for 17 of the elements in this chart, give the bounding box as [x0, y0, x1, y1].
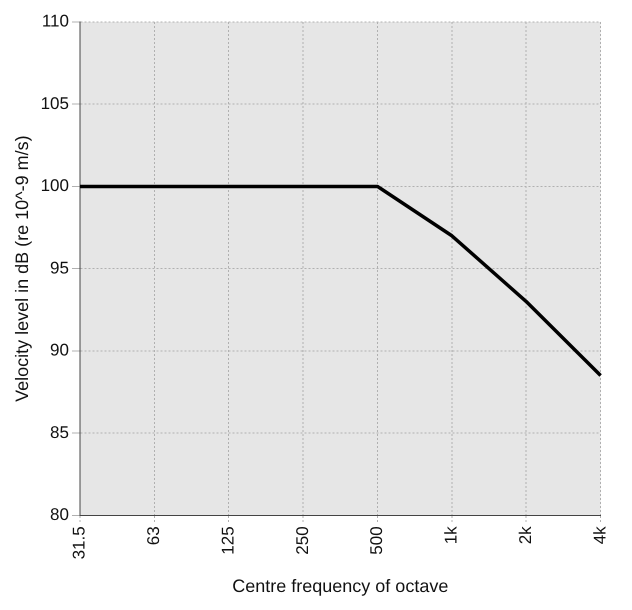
x-tick-label: 1k	[442, 526, 461, 544]
x-tick-label: 63	[144, 526, 164, 546]
x-tick-label: 250	[292, 526, 312, 555]
y-axis-title: Velocity level in dB (re 10^-9 m/s)	[12, 135, 32, 402]
y-tick-label: 80	[50, 505, 69, 524]
y-tick-label: 85	[50, 422, 69, 442]
x-tick-label: 125	[218, 526, 238, 555]
x-tick-label: 31.5	[70, 526, 89, 560]
x-tick-label: 500	[367, 526, 386, 555]
x-tick-label: 4k	[590, 526, 610, 544]
x-axis-title: Centre frequency of octave	[232, 576, 448, 596]
y-tick-label: 110	[42, 12, 69, 31]
y-tick-label: 100	[40, 176, 69, 196]
y-tick-label: 105	[40, 94, 69, 113]
x-tick-label: 2k	[516, 526, 535, 544]
y-tick-label: 90	[50, 340, 69, 360]
y-tick-label: 95	[50, 258, 69, 278]
